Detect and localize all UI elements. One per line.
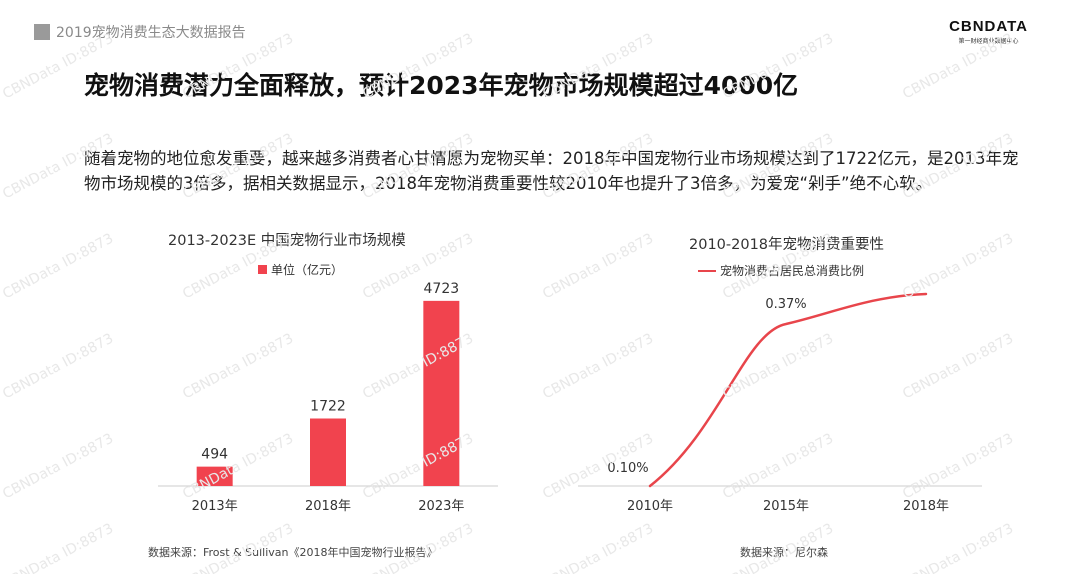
report-title: 2019宠物消费生态大数据报告 (56, 25, 246, 41)
watermark-text: CBNData ID:8873 (0, 521, 116, 574)
bar-value-label: 494 (201, 447, 228, 463)
bar-chart-legend: 单位（亿元） (258, 261, 343, 278)
bar-2013年 (196, 466, 233, 486)
line-x-tick-label: 2010年 (627, 499, 673, 514)
watermark-text: CBNData ID:8873 (0, 431, 116, 503)
watermark-text: CBNData ID:8873 (540, 521, 656, 574)
line-series (648, 292, 928, 488)
bar-value-label: 1722 (310, 398, 346, 414)
page-headline: 宠物消费潜力全面释放，预计2023年宠物市场规模超过4000亿 (84, 71, 799, 100)
bar-x-tick-label: 2018年 (305, 499, 351, 514)
line-chart-source: 数据来源：尼尔森 (740, 546, 828, 559)
watermark-text: CBNData ID:8873 (0, 331, 116, 403)
line-value-label: 0.42% (901, 280, 942, 284)
watermark-text: CBNData ID:8873 (900, 521, 1016, 574)
bar-legend-swatch (258, 265, 267, 274)
bar-x-tick-label: 2023年 (418, 499, 464, 514)
brand-logo: CBNDATA 第一财经商业数据中心 (949, 18, 1028, 45)
intro-paragraph: 随着宠物的地位愈发重要，越来越多消费者心甘情愿为宠物买单：2018年中国宠物行业… (84, 149, 1019, 193)
bar-2018年 (310, 418, 346, 486)
line-legend-swatch (698, 269, 716, 272)
line-legend-label: 宠物消费占居民总消费比例 (720, 264, 865, 278)
bar-legend-label: 单位（亿元） (271, 263, 344, 277)
line-value-label: 0.10% (607, 461, 648, 476)
line-chart-title: 2010-2018年宠物消费重要性 (689, 237, 885, 253)
brand-subtitle: 第一财经商业数据中心 (958, 38, 1019, 45)
line-chart-legend: 宠物消费占居民总消费比例 (698, 262, 864, 279)
line-x-tick-label: 2018年 (903, 499, 949, 514)
line-chart: 0.10% 2010年 0.37% 2015年 0.42% 2018年 (578, 280, 982, 514)
bar-chart-title: 2013-2023E 中国宠物行业市场规模 (168, 233, 406, 249)
brand-name: CBNDATA (949, 18, 1028, 35)
bar-2023年 (423, 300, 460, 486)
header-marker (34, 24, 50, 40)
bar-chart: 494 2013年 1722 2018年 4723 2023年 (158, 281, 498, 514)
bar-value-label: 4723 (424, 281, 460, 297)
line-value-label: 0.37% (765, 297, 806, 312)
bar-chart-source: 数据来源：Frost & Sullivan《2018年中国宠物行业报告》 (148, 546, 438, 559)
line-x-tick-label: 2015年 (763, 499, 809, 514)
watermark-text: CBNData ID:8873 (0, 231, 116, 303)
bar-x-tick-label: 2013年 (192, 499, 238, 514)
